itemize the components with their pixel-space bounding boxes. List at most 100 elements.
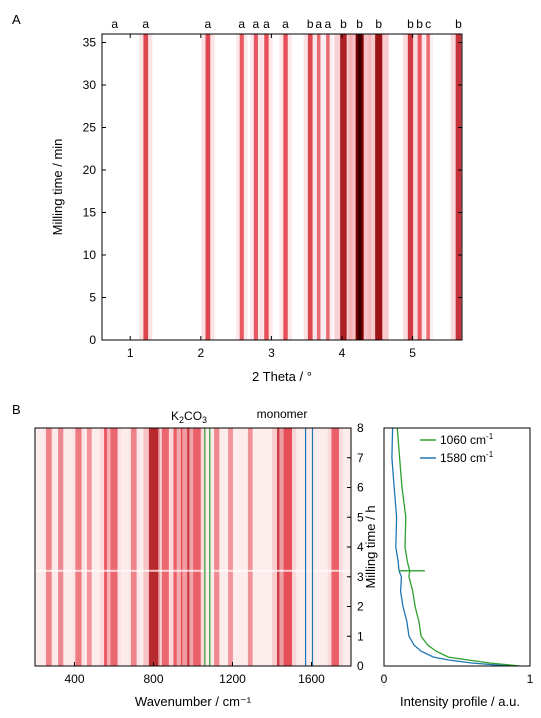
panel-a-ylabel: Milling time / min <box>50 139 65 236</box>
peak-label: a <box>205 17 212 31</box>
a-ytick-label: 15 <box>83 206 97 220</box>
peak-label: a <box>253 17 260 31</box>
k2co3-k: K <box>171 409 179 423</box>
peak-label: a <box>315 17 322 31</box>
a-xtick-label: 5 <box>409 346 416 360</box>
ir-band <box>58 428 64 666</box>
peak-a-band <box>239 34 244 340</box>
a-ytick-label: 10 <box>83 248 97 262</box>
ir-discontinuity <box>35 569 351 572</box>
ir-band <box>45 428 52 666</box>
ir-band <box>130 428 137 666</box>
peak-label: a <box>238 17 245 31</box>
peak-a-band <box>407 34 414 340</box>
peak-label: a <box>263 17 270 31</box>
peak-label: a <box>111 17 118 31</box>
b-ytick-label: 5 <box>357 510 364 524</box>
peak-a-band <box>316 34 321 340</box>
b-ytick-label: 2 <box>357 600 364 614</box>
b-ytick-label: 3 <box>357 570 364 584</box>
a-xtick-label: 2 <box>197 346 204 360</box>
k2co3-sub-3: 3 <box>202 415 207 425</box>
peak-a-band <box>264 34 269 340</box>
peak-label: c <box>425 17 431 31</box>
a-ytick-label: 30 <box>83 78 97 92</box>
ir-band <box>110 428 118 666</box>
panel-b-ylabel: Milling time / h <box>363 505 378 588</box>
peak-label: b <box>356 17 363 31</box>
b-ytick-label: 0 <box>357 659 364 673</box>
ir-band <box>75 428 82 666</box>
panel-label-b: B <box>12 402 21 417</box>
panel-b-xlabel: Wavenumber / cm⁻¹ <box>135 694 252 709</box>
legend-label: 1580 cm-1 <box>440 450 494 465</box>
peak-label: a <box>282 17 289 31</box>
ir-band <box>214 428 220 666</box>
ir-band <box>86 428 92 666</box>
peak-a-band <box>307 34 313 340</box>
a-ytick-label: 5 <box>89 291 96 305</box>
a-ytick-label: 20 <box>83 163 97 177</box>
profile-legend: 1060 cm-1 1580 cm-1 <box>420 432 494 465</box>
peak-a-band <box>375 34 383 340</box>
a-ytick-label: 0 <box>89 333 96 347</box>
legend-label: 1060 cm-1 <box>440 432 494 447</box>
a-ytick-label: 35 <box>83 36 97 50</box>
profile-chart: 0 1 1060 cm-1 1580 cm-1 Intensity profile … <box>381 427 534 709</box>
peak-a-core <box>357 34 362 340</box>
peak-label: a <box>142 17 149 31</box>
profile-xlabel: Intensity profile / a.u. <box>400 694 520 709</box>
ir-band <box>193 428 201 666</box>
b-xtick-label: 1600 <box>298 672 325 686</box>
ir-band <box>148 428 161 666</box>
peak-a-band <box>205 34 211 340</box>
peak-a-band <box>340 34 347 340</box>
peak-a-band <box>143 34 149 340</box>
ir-band <box>228 428 233 666</box>
b-ytick-label: 4 <box>357 540 364 554</box>
ir-band <box>283 428 292 666</box>
panel-a-xlabel: 2 Theta / ° <box>252 369 312 384</box>
peak-a-band <box>253 34 258 340</box>
p-xtick-label: 1 <box>527 672 534 686</box>
k2co3-co: CO <box>184 409 202 423</box>
b-ytick-label: 7 <box>357 451 364 465</box>
peak-label: b <box>375 17 382 31</box>
peak-a-band <box>426 34 430 340</box>
b-ytick-label: 6 <box>357 481 364 495</box>
ir-band <box>247 428 253 666</box>
peak-a-band <box>417 34 422 340</box>
peak-label: b <box>340 17 347 31</box>
peak-label: b <box>455 17 462 31</box>
b-xtick-label: 800 <box>143 672 163 686</box>
panel-a-frame <box>101 33 463 341</box>
profile-line <box>396 428 520 666</box>
a-ytick-label: 25 <box>83 121 97 135</box>
peak-a-band <box>455 34 462 340</box>
profile-line <box>391 428 510 666</box>
a-xtick-label: 1 <box>127 346 134 360</box>
annotation-monomer: monomer <box>257 407 308 421</box>
a-xtick-label: 4 <box>339 346 346 360</box>
ir-band <box>161 428 169 666</box>
annotation-k2co3: K2CO3 <box>171 409 207 425</box>
peak-a-band <box>326 34 330 340</box>
a-xtick-label: 3 <box>268 346 275 360</box>
b-xtick-label: 1200 <box>219 672 246 686</box>
b-ytick-label: 8 <box>357 421 364 435</box>
peak-a-band <box>283 34 288 340</box>
panel-label-a: A <box>12 12 21 27</box>
p-xtick-label: 0 <box>381 672 388 686</box>
peak-label: a <box>325 17 332 31</box>
profile-background <box>384 428 530 666</box>
ir-band <box>331 428 339 666</box>
b-xtick-label: 400 <box>64 672 84 686</box>
peak-label: b <box>407 17 414 31</box>
k2co3-sub-2: 2 <box>179 415 184 425</box>
peak-label: b <box>416 17 423 31</box>
b-ytick-label: 1 <box>357 629 364 643</box>
peak-label: b <box>307 17 314 31</box>
profile-frame <box>383 427 531 667</box>
